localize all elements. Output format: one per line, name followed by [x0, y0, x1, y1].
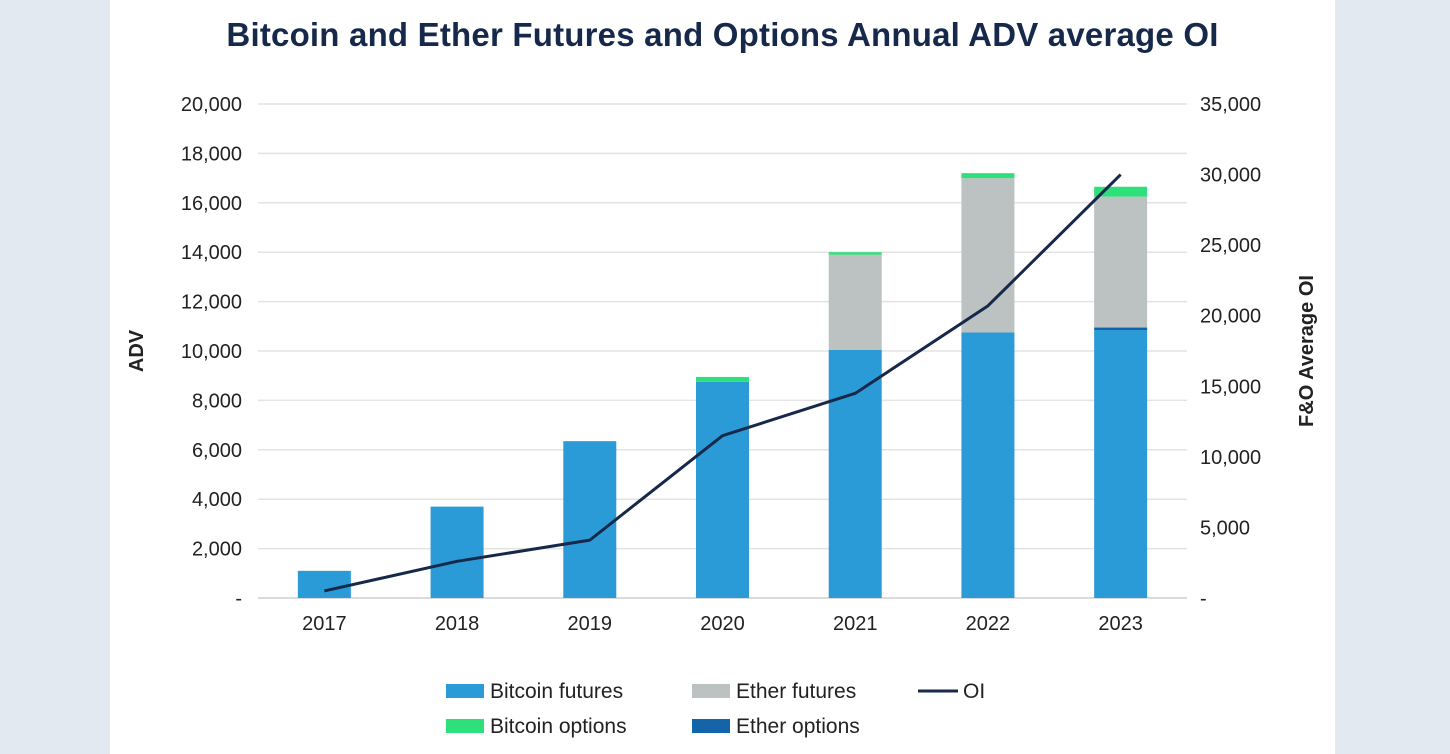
y-tick-label: 4,000: [192, 489, 242, 511]
y2-tick-label: -: [1200, 588, 1207, 610]
y-tick-label: 14,000: [181, 242, 242, 264]
bar-bitcoin-options-2021: [828, 252, 882, 255]
y-tick-label: 6,000: [192, 440, 242, 462]
x-axis-ticks: 2017 2018 2019 2020 2021 2022 2023: [302, 613, 1143, 635]
x-tick-label: 2020: [700, 613, 745, 635]
legend-swatch-bitcoin-futures: [446, 684, 484, 698]
bar-bitcoin-options-2022: [961, 173, 1015, 179]
x-tick-label: 2017: [302, 613, 347, 635]
x-tick-label: 2019: [568, 613, 613, 635]
bar-bitcoin-options-2023: [1094, 186, 1148, 197]
y-tick-label: -: [235, 588, 242, 610]
bar-bitcoin-options-2020: [696, 376, 749, 382]
legend-swatch-ether-futures: [692, 684, 730, 698]
bar-bitcoin-futures-2017: [297, 570, 351, 598]
bar-series: [297, 173, 1148, 598]
legend-swatch-ether-options: [692, 719, 730, 733]
y-tick-label: 12,000: [181, 292, 242, 314]
legend-label-bitcoin-futures: Bitcoin futures: [490, 680, 623, 703]
y-tick-label: 20,000: [181, 94, 242, 116]
chart-title: Bitcoin and Ether Futures and Options An…: [226, 16, 1219, 53]
legend-swatch-bitcoin-options: [446, 719, 484, 733]
y-axis-title: ADV: [126, 329, 148, 372]
bar-bitcoin-futures-2021: [828, 349, 882, 598]
y-tick-label: 18,000: [181, 143, 242, 165]
legend-label-bitcoin-options: Bitcoin options: [490, 715, 627, 738]
y-tick-label: 8,000: [192, 390, 242, 412]
y-tick-label: 10,000: [181, 341, 242, 363]
legend-label-ether-options: Ether options: [736, 715, 860, 738]
oi-line-series: [324, 173, 1122, 593]
y2-tick-label: 10,000: [1200, 447, 1261, 469]
x-tick-label: 2021: [833, 613, 878, 635]
bar-bitcoin-futures-2022: [961, 332, 1015, 598]
right-axis-ticks: - 5,000 10,000 15,000 20,000 25,000 30,000 35,0…: [1200, 94, 1261, 610]
x-tick-label: 2018: [435, 613, 480, 635]
bar-ether-futures-2022: [961, 178, 1015, 333]
bar-bitcoin-futures-2018: [430, 506, 484, 598]
legend: Bitcoin futures Ether futures OI Bitcoin…: [446, 680, 985, 738]
y2-tick-label: 35,000: [1200, 94, 1261, 116]
bar-bitcoin-futures-2019: [563, 441, 617, 598]
y2-tick-label: 15,000: [1200, 376, 1261, 398]
bar-bitcoin-futures-2023: [1094, 330, 1148, 598]
gridlines: [258, 103, 1187, 599]
y-tick-label: 2,000: [192, 539, 242, 561]
y2-tick-label: 25,000: [1200, 235, 1261, 257]
y2-tick-label: 20,000: [1200, 306, 1261, 328]
y2-tick-label: 30,000: [1200, 165, 1261, 187]
bar-bitcoin-futures-2020: [696, 381, 749, 598]
bar-ether-futures-2021: [828, 254, 882, 350]
legend-label-oi: OI: [963, 680, 985, 703]
y2-axis-title: F&O Average OI: [1296, 275, 1318, 427]
x-tick-label: 2023: [1098, 613, 1143, 635]
legend-label-ether-futures: Ether futures: [736, 680, 856, 703]
bar-ether-futures-2023: [1094, 196, 1148, 328]
y2-tick-label: 5,000: [1200, 517, 1250, 539]
left-axis-ticks: - 2,000 4,000 6,000 8,000 10,000 12,000 14,000 1…: [181, 94, 242, 610]
x-tick-label: 2022: [966, 613, 1011, 635]
y-tick-label: 16,000: [181, 193, 242, 215]
bar-ether-options-2023: [1094, 327, 1148, 331]
